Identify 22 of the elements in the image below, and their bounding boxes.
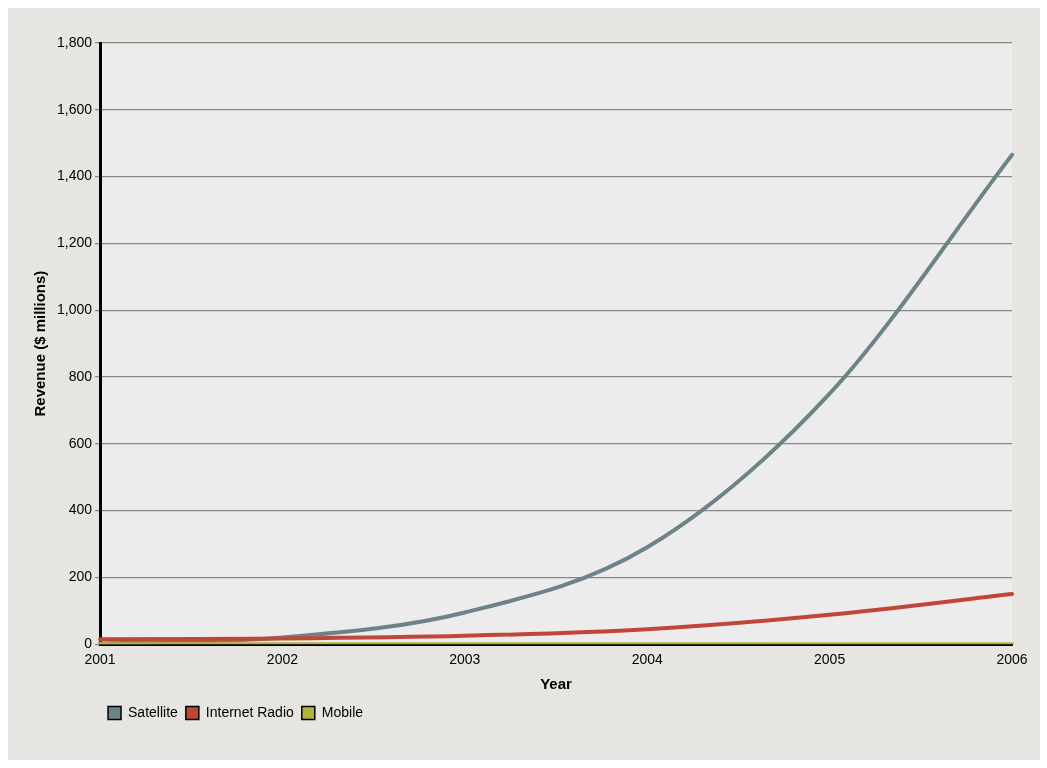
y-tick-label: 600	[68, 434, 93, 451]
y-tick-label: 1,600	[56, 100, 93, 117]
x-tick-label: 2005	[814, 651, 846, 668]
y-tick-label: 400	[68, 501, 93, 518]
x-tick-label: 2001	[84, 651, 116, 668]
y-tick-label: 1,000	[56, 301, 93, 318]
y-tick-label: 800	[68, 367, 93, 384]
y-tick-label: 1,800	[56, 33, 93, 50]
y-tick-label: 200	[68, 568, 93, 585]
x-tick-label: 2004	[631, 651, 663, 668]
line-series	[98, 592, 1014, 642]
y-tick-label: 0	[84, 635, 93, 652]
x-tick-label: 2003	[449, 651, 481, 668]
y-tick-label: 1,200	[56, 234, 93, 251]
legend-label: Internet Radio	[205, 703, 294, 720]
legend-label: Satellite	[128, 703, 179, 720]
legend-label: Mobile	[321, 703, 364, 720]
x-tick-label: 2002	[266, 651, 299, 668]
x-axis-title: Year	[540, 675, 573, 693]
y-axis-title: Revenue ($ millions)	[31, 270, 49, 417]
y-tick-label: 1,400	[56, 167, 93, 184]
x-tick-label: 2006	[996, 651, 1028, 668]
